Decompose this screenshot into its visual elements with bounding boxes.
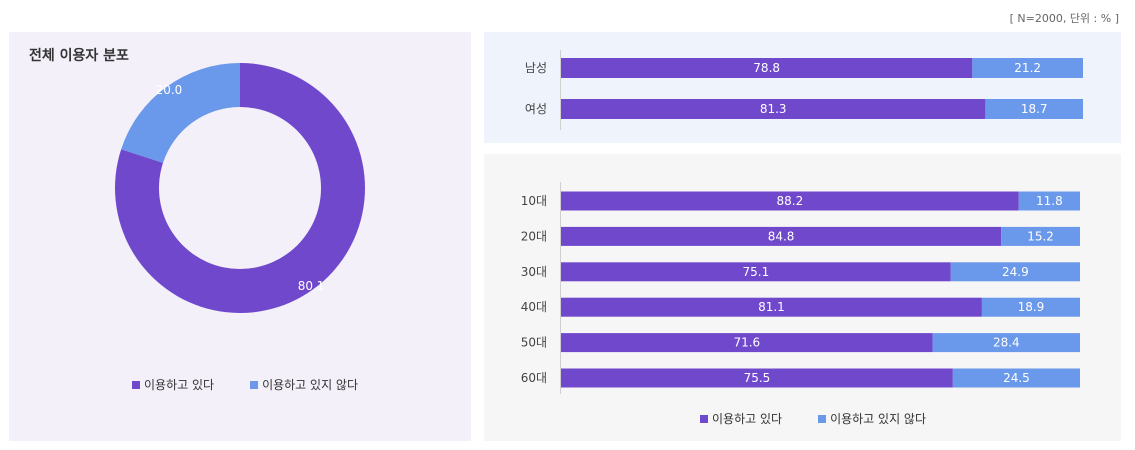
gender-category-label: 여성 (525, 102, 547, 116)
age-bar-not-using (981, 297, 1080, 317)
age-bar-not-using (1018, 191, 1080, 211)
gender-bar-using (561, 99, 986, 119)
age-panel: 10대 88.2 11.8 20대 84.8 15.2 30대 75.1 24.9 40대 81.1… (484, 154, 1121, 441)
legend-label-not-using: 이용하고 있지 않다 (830, 412, 927, 426)
total-chart-title: 전체 이용자 분포 (29, 48, 129, 64)
donut-chart: 80.1 20.0 (114, 62, 365, 313)
legend-label-using: 이용하고 있다 (712, 412, 783, 426)
age-bar-not-using (952, 368, 1080, 388)
age-bar-not-using (932, 333, 1080, 353)
age-bar-using (561, 191, 1019, 211)
legend-item-using: 이용하고 있다 (700, 410, 782, 427)
legend-swatch-using (132, 380, 140, 389)
donut-slice-using (114, 63, 365, 313)
legend-item-not-using: 이용하고 있지 않다 (250, 376, 358, 393)
age-bar-not-using (950, 262, 1080, 282)
legend-swatch-not-using (250, 380, 259, 389)
age-bar-using (561, 226, 1002, 246)
age-bar-not-using (1001, 226, 1080, 246)
age-bar-using (561, 368, 953, 388)
age-legend: 이용하고 있다 이용하고 있지 않다 (700, 410, 926, 427)
age-bar-value-label: 84.8 (768, 229, 795, 243)
survey-note: [ N=2000, 단위 : % ] (1009, 12, 1119, 25)
age-bar-value-label: 88.2 (777, 194, 804, 208)
age-bar-value-label: 24.9 (1002, 265, 1029, 279)
donut-slice-not-using (121, 62, 240, 163)
age-bar-value-label: 75.5 (744, 371, 771, 385)
gender-bar-value-label: 21.2 (1014, 61, 1041, 75)
donut-value-label-not-using: 20.0 (156, 83, 183, 97)
gender-bar-chart: 남성 78.8 21.2 여성 81.3 18.7 (525, 50, 1083, 130)
age-bar-value-label: 24.5 (1003, 371, 1030, 385)
gender-bar-value-label: 78.8 (753, 61, 780, 75)
total-distribution-panel: 전체 이용자 분포 80.1 20.0 이용하고 있다 이용하고 있지 않다 (9, 32, 471, 441)
age-bar-value-label: 81.1 (758, 300, 785, 314)
legend-label-not-using: 이용하고 있지 않다 (262, 378, 359, 392)
gender-bar-value-label: 18.7 (1021, 102, 1048, 116)
age-category-label: 50대 (521, 336, 547, 350)
age-category-label: 40대 (521, 300, 547, 314)
gender-bar-not-using (985, 99, 1083, 119)
gender-bar-using (561, 58, 973, 78)
age-bar-value-label: 15.2 (1027, 229, 1054, 243)
age-category-label: 10대 (521, 194, 547, 208)
age-category-label: 30대 (521, 265, 547, 279)
legend-label-using: 이용하고 있다 (144, 378, 215, 392)
gender-panel: 남성 78.8 21.2 여성 81.3 18.7 (484, 32, 1121, 143)
age-bar-using (561, 333, 933, 353)
gender-bar-not-using (972, 58, 1083, 78)
legend-swatch-using (700, 414, 708, 423)
age-bar-value-label: 18.9 (1018, 300, 1045, 314)
age-bar-value-label: 71.6 (733, 336, 760, 350)
age-bar-value-label: 75.1 (743, 265, 770, 279)
legend-swatch-not-using (818, 414, 827, 423)
gender-bar-value-label: 81.3 (760, 102, 787, 116)
age-bar-value-label: 28.4 (993, 336, 1020, 350)
donut-value-label-using: 80.1 (298, 279, 325, 293)
gender-category-label: 남성 (525, 61, 547, 75)
legend-item-using: 이용하고 있다 (132, 376, 214, 393)
age-category-label: 20대 (521, 229, 547, 243)
age-bar-chart: 10대 88.2 11.8 20대 84.8 15.2 30대 75.1 24.9 40대 81.1… (521, 182, 1080, 394)
age-bar-using (561, 297, 982, 317)
age-category-label: 60대 (521, 371, 547, 385)
age-bar-using (561, 262, 951, 282)
age-bar-value-label: 11.8 (1036, 194, 1063, 208)
donut-legend: 이용하고 있다 이용하고 있지 않다 (132, 376, 358, 393)
legend-item-not-using: 이용하고 있지 않다 (818, 410, 926, 427)
